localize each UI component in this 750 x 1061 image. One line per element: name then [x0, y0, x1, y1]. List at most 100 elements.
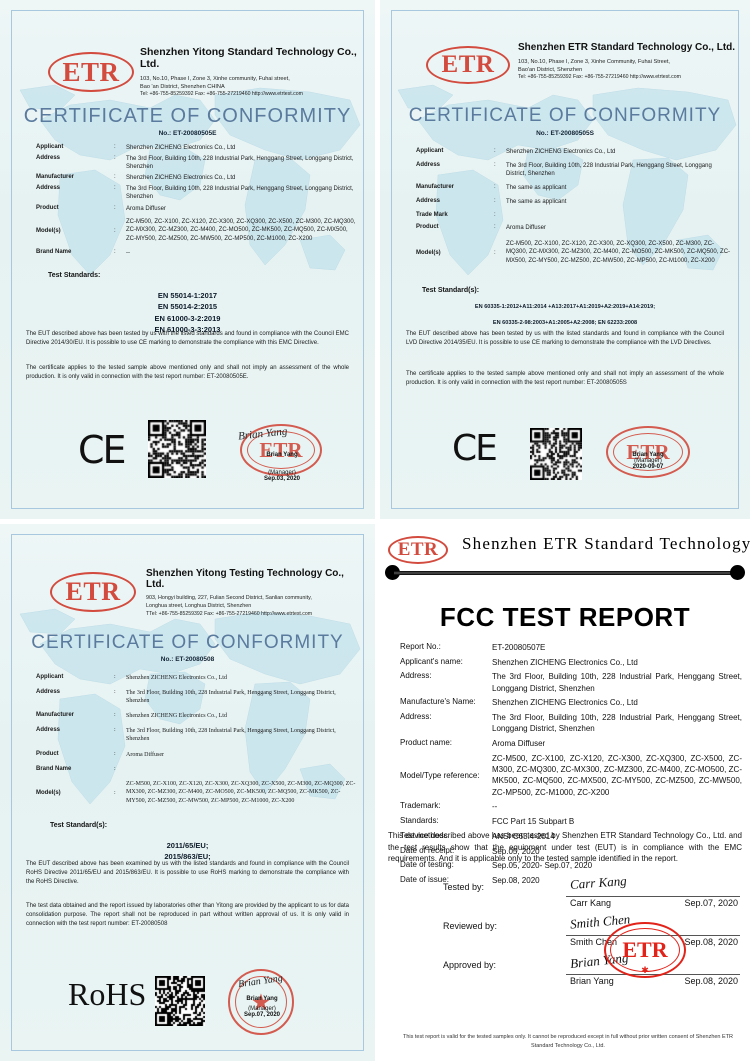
standard-item: 2011/65/EU;: [166, 841, 209, 850]
official-stamp: ETR: [606, 426, 690, 478]
signature-block: Brian Yang (Manager) Sep.03, 2020: [232, 452, 332, 482]
field-row-applicant-address: Address: The 3rd Floor, Building 10th, 2…: [400, 671, 742, 693]
field-value: ZC-M500, ZC-X100, ZC-X120, ZC-X300, ZC-X…: [492, 753, 742, 797]
header-divider-bar: [385, 565, 745, 580]
signature-date: 2020-09-07: [632, 464, 664, 470]
field-row-trademark: Trademark: --: [400, 801, 742, 812]
stamp-text: ETR: [622, 937, 668, 962]
company-name: Shenzhen Yitong Testing Technology Co., …: [146, 568, 344, 590]
standard-item: EN 55014-2:2015: [157, 302, 218, 312]
etr-logo-text: ETR: [48, 52, 134, 92]
field-key: Model/Type reference:: [400, 770, 480, 780]
signature-block: Brian Yang (Manager) Sep.07, 2020: [226, 996, 298, 1018]
field-value: Sep.05, 2020- Sep.07, 2020: [492, 861, 593, 871]
signature-role: Approved by:: [443, 960, 497, 970]
standard-item: EN 60335-1:2012+A11:2014 +A13:2017+A1:20…: [474, 304, 656, 310]
field-value: --: [492, 802, 498, 812]
bar-dot-right: [730, 565, 745, 580]
certificate-rohs: ETR Shenzhen Yitong Testing Technology C…: [0, 524, 375, 1061]
field-colon: :: [114, 727, 116, 734]
company-name: Shenzhen ETR Standard Technology Co., Lt…: [518, 42, 736, 53]
etr-logo: ETR: [388, 536, 448, 564]
compliance-paragraph: The EUT described above has been examine…: [26, 861, 349, 885]
field-row-date-receipt: Date of receipt: Sep.05, 2020: [400, 846, 742, 857]
report-note-paragraph: The test data obtained and the report is…: [26, 903, 349, 927]
field-key: Test methods: [400, 830, 448, 840]
standard-item: EN 60335-2-98:2003+A1:2005+A2:2008; EN 6…: [492, 320, 638, 327]
field-key: Applicant's name:: [400, 656, 463, 666]
field-row-manufacturer-address: Address : The same as applicant: [416, 198, 732, 206]
stamp-inner-ring: [235, 976, 287, 1028]
field-key: Address: [416, 198, 441, 205]
certificate-number: No.: ET-20080508: [0, 656, 375, 663]
field-row-applicant: Applicant : Shenzhen ZICHENG Electronics…: [36, 674, 359, 682]
field-key: Address: [36, 727, 61, 734]
field-key: Model(s): [36, 227, 61, 234]
field-colon: :: [114, 174, 116, 181]
field-row-trade-mark: Trade Mark :: [416, 212, 732, 218]
field-value: The 3rd Floor, Building 10th, 228 Indust…: [126, 690, 336, 705]
stamp-inner-ring: [613, 433, 683, 471]
field-key: Manufacturer: [36, 712, 75, 719]
compliance-paragraph: The EUT described above has been tested …: [406, 331, 724, 346]
field-key: Manufacturer: [36, 174, 75, 181]
stamp-inner-ring: [610, 928, 680, 972]
official-stamp: ★: [228, 969, 294, 1035]
field-value: The 3rd Floor, Building 10th, 228 Indust…: [126, 156, 354, 171]
field-colon: :: [114, 689, 116, 696]
test-standards-label: Test Standards:: [48, 272, 101, 279]
signature-rule: [566, 896, 740, 897]
field-colon: :: [114, 789, 116, 796]
report-title: FCC TEST REPORT: [439, 602, 691, 632]
stamp-text: ETR: [626, 439, 670, 464]
certificate-inner-border: [11, 10, 364, 509]
field-key: Address: [36, 155, 61, 162]
certificate-number-label: No.:: [536, 130, 549, 137]
certificate-title: CERTIFICATE OF CONFORMITY: [408, 105, 722, 126]
field-row-applicant-name: Applicant's name: Shenzhen ZICHENG Elect…: [400, 657, 742, 668]
company-name: Shenzhen Yitong Standard Technology Co.,…: [140, 46, 357, 70]
field-value: Aroma Diffuser: [506, 225, 546, 232]
field-colon: :: [114, 227, 116, 234]
standards-list: EN 55014-1:2017 EN 55014-2:2015 EN 61000…: [0, 290, 375, 335]
certificate-title: CERTIFICATE OF CONFORMITY: [23, 105, 352, 127]
field-value: Shenzhen ZICHENG Electronics Co., Ltd: [126, 713, 227, 720]
field-row-address: Address : The 3rd Floor, Building 10th, …: [36, 689, 359, 705]
field-key: Product: [416, 224, 439, 231]
field-value: ET-20080507E: [492, 643, 546, 652]
field-value: Shenzhen ZICHENG Electronics Co., Ltd: [126, 145, 236, 151]
compliance-statement: This device described above has been tes…: [388, 831, 742, 864]
certificate-number: No.: ET-20080505S: [380, 130, 750, 137]
report-field-table: Report No.: ET-20080507E Applicant's nam…: [400, 642, 742, 890]
field-value: The same as applicant: [506, 199, 567, 206]
field-value: Shenzhen ZICHENG Electronics Co., Ltd: [126, 675, 227, 681]
field-value: ZC-M500, ZC-X100, ZC-X120, ZC-X300, ZC-X…: [506, 240, 731, 264]
signer-role: (Manager): [248, 1006, 276, 1012]
standards-list: EN 60335-1:2012+A11:2014 +A13:2017+A1:20…: [380, 303, 750, 328]
company-address-line-2: Bao'an District, Shenzhen: [518, 67, 583, 74]
company-address-line-1: 103, No.10, Phase I, Zone 3, Xinhe Commu…: [518, 59, 670, 65]
company-contact-line: TTel: +86-755-85259392 Fax: +86-755-2721…: [146, 610, 313, 617]
field-value: Aroma Diffuser: [126, 751, 165, 758]
field-colon: :: [114, 185, 116, 192]
standard-item: EN 61000-3-3:2013: [154, 324, 221, 334]
field-colon: :: [494, 249, 496, 256]
etr-logo: ETR: [426, 46, 510, 84]
stamp-text: ETR: [259, 437, 303, 462]
field-value: Shenzhen ZICHENG Electronics Co., Ltd: [492, 657, 638, 667]
field-value: The 3rd Floor, Building 10th, 228 Indust…: [492, 712, 742, 734]
field-value: Shenzhen ZICHENG Electronics Co., Ltd: [506, 149, 616, 155]
signer-name: Brian Yang: [246, 996, 278, 1002]
signer-role: (Manager): [268, 470, 296, 476]
signature-block: Brian Yang (Manager) 2020-09-07: [598, 452, 698, 470]
company-address-line-2: Bao 'an District, Shenzhen CHINA: [140, 84, 225, 91]
company-address-line-1: 903, Hongyi building, 227, Fulian Second…: [146, 595, 312, 601]
signature-row-approved-by: Approved by: Brian Yang Brian Yang Sep.0…: [388, 950, 742, 988]
field-row-model-reference: Model/Type reference: ZC-M500, ZC-X100, …: [400, 753, 742, 798]
certificate-number-label: No.:: [160, 656, 174, 663]
signature-role: Reviewed by:: [443, 921, 498, 931]
field-row-models: Model(s) : ZC-M500, ZC-X100, ZC-X120, ZC…: [36, 779, 359, 807]
field-key: Address: [416, 162, 441, 169]
field-value: The 3rd Floor, Building 10th, 228 Indust…: [126, 728, 336, 743]
field-colon: :: [114, 765, 116, 772]
